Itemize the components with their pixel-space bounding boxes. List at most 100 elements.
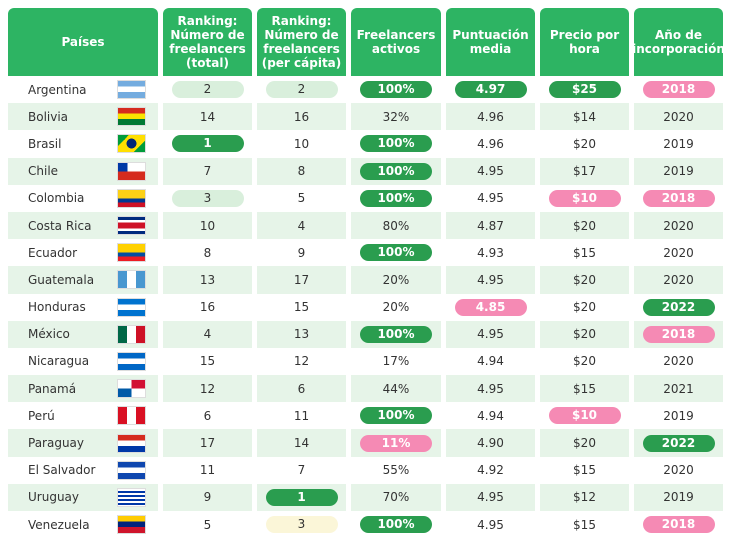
value-cell: 16 (163, 294, 252, 321)
cell-text: 15 (293, 300, 310, 315)
value-cell: $25 (540, 76, 629, 103)
value-cell: 2 (257, 76, 346, 103)
value-cell: 9 (257, 239, 346, 266)
value-cell: $20 (540, 130, 629, 157)
value-cell: 4.95 (446, 266, 535, 294)
cell-text: 100% (360, 516, 432, 534)
country-name: Argentina (28, 82, 87, 97)
value-cell: 4.94 (446, 402, 535, 429)
cell-text: 14 (199, 109, 216, 124)
value-cell: $17 (540, 157, 629, 185)
cell-text: 4.90 (477, 436, 504, 451)
cell-text: 3 (171, 189, 244, 207)
cell-text: 4.94 (477, 354, 504, 369)
value-cell: 80% (351, 211, 441, 240)
value-cell: $14 (540, 103, 629, 131)
value-cell: 11 (257, 402, 346, 429)
cell-text: $14 (573, 109, 596, 124)
cell-text: 2 (265, 81, 338, 99)
value-cell: 100% (351, 511, 441, 538)
cell-text: 16 (199, 300, 216, 315)
value-cell: 2 (163, 76, 252, 103)
cell-text: 11% (360, 434, 432, 452)
cell-text: 4.95 (477, 164, 504, 179)
value-cell: 5 (257, 185, 346, 212)
value-cell: 4.93 (446, 239, 535, 266)
header-cell: Freelancers activos (351, 8, 441, 76)
cell-text: $12 (573, 490, 596, 505)
flag-icon (117, 460, 146, 480)
cell-text: 10 (293, 136, 310, 151)
flag-icon (117, 379, 146, 399)
country-name: Nicaragua (28, 354, 90, 369)
value-cell: $10 (540, 402, 629, 429)
value-cell: 4 (163, 320, 252, 348)
cell-text: 4.95 (477, 517, 504, 532)
country-name: El Salvador (28, 463, 96, 478)
cell-text: 4.87 (477, 218, 504, 233)
value-cell: 2021 (634, 375, 723, 403)
value-cell: 1 (163, 130, 252, 157)
cell-text: 13 (199, 272, 216, 287)
cell-text: $20 (573, 436, 596, 451)
country-name: Chile (28, 164, 59, 179)
country-cell: Honduras (8, 294, 158, 321)
value-cell: 2020 (634, 348, 723, 375)
flag-icon (117, 161, 146, 181)
country-cell: Colombia (8, 185, 158, 212)
value-cell: 10 (257, 130, 346, 157)
cell-text: 5 (297, 191, 306, 206)
cell-text: 9 (203, 490, 212, 505)
cell-text: 4.95 (477, 327, 504, 342)
cell-text: $15 (573, 517, 596, 532)
value-cell: 15 (163, 348, 252, 375)
country-name: Ecuador (28, 245, 78, 260)
cell-text: 4.95 (477, 191, 504, 206)
country-name: Guatemala (28, 272, 95, 287)
value-cell: 8 (257, 157, 346, 185)
value-cell: 14 (163, 103, 252, 131)
cell-text: $17 (573, 164, 596, 179)
value-cell: 4 (257, 211, 346, 240)
cell-text: 3 (265, 516, 338, 534)
flag-icon (117, 351, 146, 371)
cell-text: $15 (573, 381, 596, 396)
country-cell: Ecuador (8, 239, 158, 266)
cell-text: 100% (360, 189, 432, 207)
country-name: Honduras (28, 300, 86, 315)
country-cell: Venezuela (8, 511, 158, 538)
value-cell: 2018 (634, 511, 723, 538)
value-cell: 4.85 (446, 294, 535, 321)
table: Países Ranking: Número de freelancers (to… (8, 8, 725, 538)
cell-text: $15 (573, 463, 596, 478)
value-cell: 100% (351, 185, 441, 212)
cell-text: 8 (203, 245, 212, 260)
cell-text: 4 (297, 218, 306, 233)
value-cell: 7 (163, 157, 252, 185)
cell-text: 14 (293, 436, 310, 451)
cell-text: 9 (297, 245, 306, 260)
cell-text: 13 (293, 327, 310, 342)
cell-text: 7 (203, 164, 212, 179)
cell-text: 2019 (663, 408, 694, 423)
value-cell: 2020 (634, 239, 723, 266)
value-cell: 12 (257, 348, 346, 375)
value-cell: 44% (351, 375, 441, 403)
cell-text: 32% (382, 109, 410, 124)
cell-text: 2019 (663, 164, 694, 179)
value-cell: 2019 (634, 483, 723, 511)
value-cell: $15 (540, 375, 629, 403)
value-cell: 4.97 (446, 76, 535, 103)
cell-text: $15 (573, 245, 596, 260)
value-cell: 2019 (634, 130, 723, 157)
value-cell: 55% (351, 457, 441, 484)
cell-text: 2019 (663, 136, 694, 151)
value-cell: $20 (540, 211, 629, 240)
value-cell: 4.92 (446, 457, 535, 484)
value-cell: 4.95 (446, 483, 535, 511)
value-cell: 14 (257, 429, 346, 457)
cell-text: 100% (360, 244, 432, 262)
cell-text: 2020 (663, 245, 694, 260)
value-cell: 4.95 (446, 320, 535, 348)
cell-text: 17% (382, 354, 410, 369)
